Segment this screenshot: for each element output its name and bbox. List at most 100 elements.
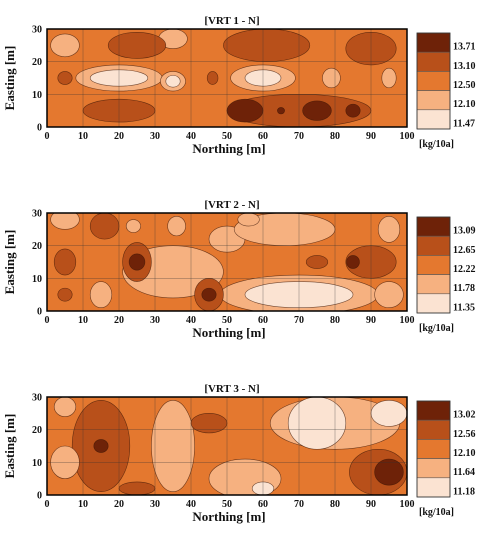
legend: 13.02 12.56 12.10 11.64 11.18 [kg/10a] [416, 400, 476, 518]
contour-region [223, 29, 311, 62]
contour-region [190, 413, 228, 434]
x-tick-label: 100 [400, 131, 415, 142]
y-axis-label: Easting [m] [2, 46, 17, 111]
legend-label: 13.09 [453, 226, 476, 237]
legend-frame [416, 400, 451, 498]
contour-region [53, 248, 77, 276]
contour-region [118, 481, 156, 495]
x-tick-label: 30 [150, 315, 160, 326]
x-tick-label: 90 [366, 315, 376, 326]
plot-frame [46, 212, 408, 312]
legend-swatch [416, 216, 451, 237]
x-tick-label: 80 [330, 131, 340, 142]
x-tick-label: 100 [400, 499, 415, 510]
contour-region [107, 31, 167, 59]
legend-label: 13.10 [453, 61, 476, 72]
y-tick-label: 20 [32, 241, 42, 252]
chart-title: [VRT 3 - N] [204, 383, 259, 395]
y-tick-label: 10 [32, 274, 42, 285]
legend-label: 11.47 [453, 118, 475, 129]
x-tick-label: 10 [78, 131, 88, 142]
y-tick-label: 20 [32, 57, 42, 68]
legend-label: 12.10 [453, 448, 476, 459]
legend-label: 11.35 [453, 302, 475, 313]
legend-swatch [416, 255, 451, 275]
legend-label: 12.65 [453, 245, 476, 256]
chart-title: [VRT 2 - N] [204, 199, 259, 211]
contour-region [237, 213, 260, 227]
x-tick-label: 70 [294, 131, 304, 142]
contour-region [302, 100, 332, 121]
x-tick-label: 20 [114, 131, 124, 142]
legend-swatch [416, 274, 451, 295]
legend-label: 11.78 [453, 283, 475, 294]
contour-region [206, 71, 219, 85]
contour-region [370, 399, 407, 427]
contour-region [167, 215, 186, 237]
contour-region [201, 287, 217, 302]
x-axis-label: Northing [m] [192, 141, 265, 156]
legend-label: 13.71 [453, 42, 476, 53]
contour-region [57, 71, 73, 85]
legend-swatch [416, 400, 451, 421]
x-tick-label: 20 [114, 315, 124, 326]
x-tick-label: 50 [222, 499, 232, 510]
y-tick-label: 30 [32, 209, 42, 220]
legend-swatch [416, 32, 451, 53]
contour-region [93, 439, 109, 453]
chart-title: [VRT 1 - N] [204, 15, 259, 27]
contour-region [89, 281, 113, 309]
legend-unit: [kg/10a] [419, 323, 454, 334]
contour-region [125, 219, 141, 233]
legend-swatch [416, 71, 451, 91]
legend-frame [416, 216, 451, 314]
legend-swatch [416, 90, 451, 111]
legend-swatch [416, 51, 451, 72]
legend-swatch [416, 419, 451, 440]
x-tick-label: 0 [45, 499, 50, 510]
contour-region [377, 215, 401, 243]
contour-regions [50, 213, 404, 311]
x-tick-label: 100 [400, 315, 415, 326]
x-tick-label: 0 [45, 315, 50, 326]
x-axis-label: Northing [m] [192, 509, 265, 524]
contour-region [345, 103, 361, 118]
legend-label: 13.02 [453, 410, 476, 421]
y-tick-label: 30 [32, 393, 42, 404]
y-axis-label: Easting [m] [2, 414, 17, 479]
x-tick-label: 80 [330, 499, 340, 510]
y-tick-label: 30 [32, 25, 42, 36]
contour-region [89, 213, 120, 240]
contour-region [322, 67, 341, 89]
x-tick-label: 0 [45, 131, 50, 142]
contour-region [381, 67, 397, 89]
contour-region [305, 255, 329, 269]
contour-region [277, 107, 285, 115]
contour-region [50, 33, 80, 58]
legend-swatch [416, 477, 451, 498]
x-tick-label: 70 [294, 315, 304, 326]
legend-frame [416, 32, 451, 130]
x-tick-label: 90 [366, 499, 376, 510]
x-tick-label: 10 [78, 315, 88, 326]
legend-label: 12.56 [453, 429, 476, 440]
y-tick-label: 0 [37, 491, 42, 502]
legend-label: 11.64 [453, 467, 475, 478]
contour-region [287, 397, 347, 450]
plot-frame [46, 28, 408, 128]
contour-region [53, 397, 77, 417]
legend-label: 11.18 [453, 486, 475, 497]
legend-swatch [416, 439, 451, 459]
x-tick-label: 40 [186, 315, 196, 326]
x-tick-label: 70 [294, 499, 304, 510]
y-axis-label: Easting [m] [2, 230, 17, 295]
contour-region [165, 75, 181, 88]
x-axis-label: Northing [m] [192, 325, 265, 340]
legend-unit: [kg/10a] [419, 507, 454, 518]
x-tick-label: 30 [150, 131, 160, 142]
contour-region [374, 458, 404, 486]
x-tick-label: 90 [366, 131, 376, 142]
chart-3: 0 10 20 30 40 50 60 70 80 90 100 0 10 20 30 [VRT 3 - N]… [2, 383, 476, 524]
contour-region [374, 281, 404, 309]
